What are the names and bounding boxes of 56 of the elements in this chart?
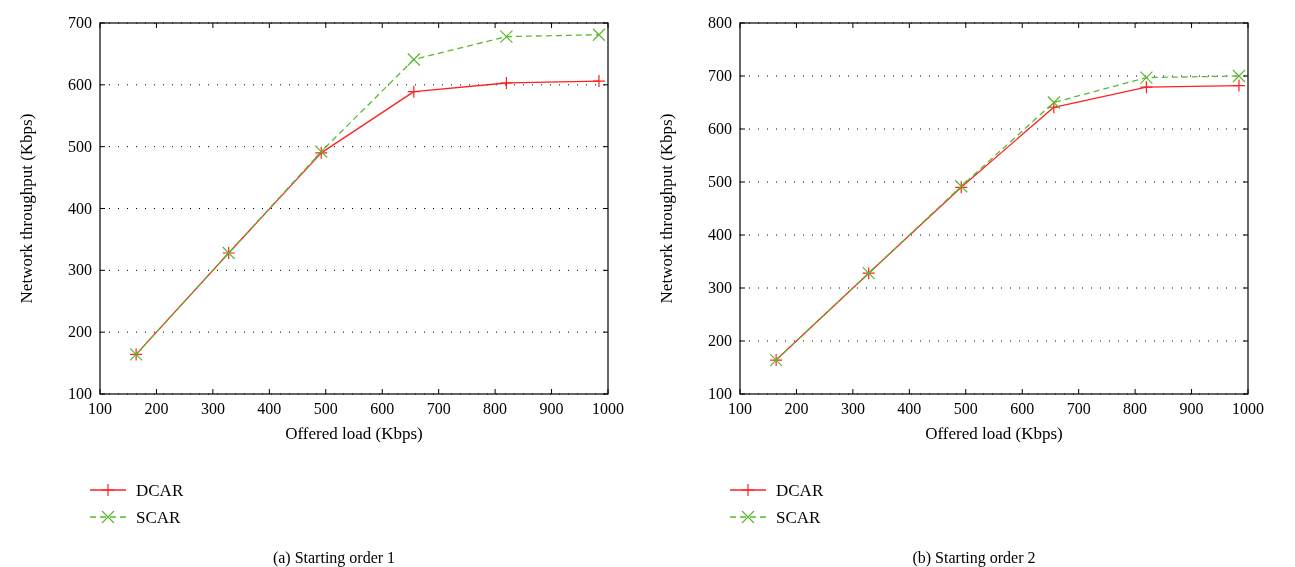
y-tick-label: 300 xyxy=(68,261,92,279)
x-tick-label: 500 xyxy=(953,400,978,417)
x-tick-label: 600 xyxy=(370,400,395,417)
x-tick-label: 700 xyxy=(426,400,451,417)
y-tick-label: 400 xyxy=(68,199,92,217)
x-tick-label: 200 xyxy=(144,400,169,417)
point xyxy=(1232,69,1246,83)
legend-label: DCAR xyxy=(136,481,184,500)
x-tick-label: 100 xyxy=(728,400,752,417)
x-tick-label: 300 xyxy=(200,400,225,417)
legend-label: SCAR xyxy=(776,508,822,527)
y-tick-label: 800 xyxy=(708,14,732,31)
y-tick-label: 100 xyxy=(708,385,732,402)
y-tick-label: 600 xyxy=(708,120,732,137)
y-tick-label: 100 xyxy=(68,385,92,402)
x-tick-label: 700 xyxy=(1066,400,1091,417)
text: (a) Starting order 1 xyxy=(272,549,396,567)
y-tick-label: 200 xyxy=(68,323,92,341)
x-tick-label: 600 xyxy=(1010,400,1035,417)
x-tick-label: 900 xyxy=(1179,400,1204,417)
y-tick-label: 700 xyxy=(68,14,92,31)
x-tick-label: 1000 xyxy=(1232,400,1264,417)
y-tick-label: 600 xyxy=(68,75,92,93)
y-tick-label: 500 xyxy=(68,137,92,155)
x-tick-label: 500 xyxy=(313,400,338,417)
text: (b) Starting order 2 xyxy=(912,549,1036,567)
y-tick-label: 200 xyxy=(708,332,732,349)
x-tick-label: 900 xyxy=(539,400,564,417)
point xyxy=(592,74,606,88)
y-tick-label: 700 xyxy=(708,67,732,84)
point xyxy=(1047,95,1061,110)
x-axis-title: Offered load (Kbps) xyxy=(285,424,423,443)
x-tick-label: 400 xyxy=(897,400,922,417)
point xyxy=(499,30,513,44)
point xyxy=(407,52,421,67)
x-tick-label: 100 xyxy=(88,400,112,417)
point xyxy=(592,28,606,42)
x-tick-label: 400 xyxy=(257,400,282,417)
point xyxy=(1139,80,1153,94)
point xyxy=(1232,78,1246,93)
y-axis-title: Network throughput (Kbps) xyxy=(657,113,676,304)
x-tick-label: 200 xyxy=(784,400,809,417)
legend-label: SCAR xyxy=(136,508,182,527)
x-tick-label: 1000 xyxy=(592,400,624,417)
y-tick-label: 300 xyxy=(708,279,732,296)
point xyxy=(1139,70,1153,85)
x-tick-label: 300 xyxy=(840,400,865,417)
x-axis-title: Offered load (Kbps) xyxy=(925,424,1063,443)
y-tick-label: 500 xyxy=(708,173,732,190)
point xyxy=(499,76,513,90)
legend-label: DCAR xyxy=(776,481,824,500)
x-tick-label: 800 xyxy=(483,400,508,417)
x-tick-label: 800 xyxy=(1123,400,1148,417)
y-axis-title: Network throughput (Kbps) xyxy=(17,113,36,304)
y-tick-label: 400 xyxy=(708,226,732,243)
point xyxy=(407,85,421,99)
